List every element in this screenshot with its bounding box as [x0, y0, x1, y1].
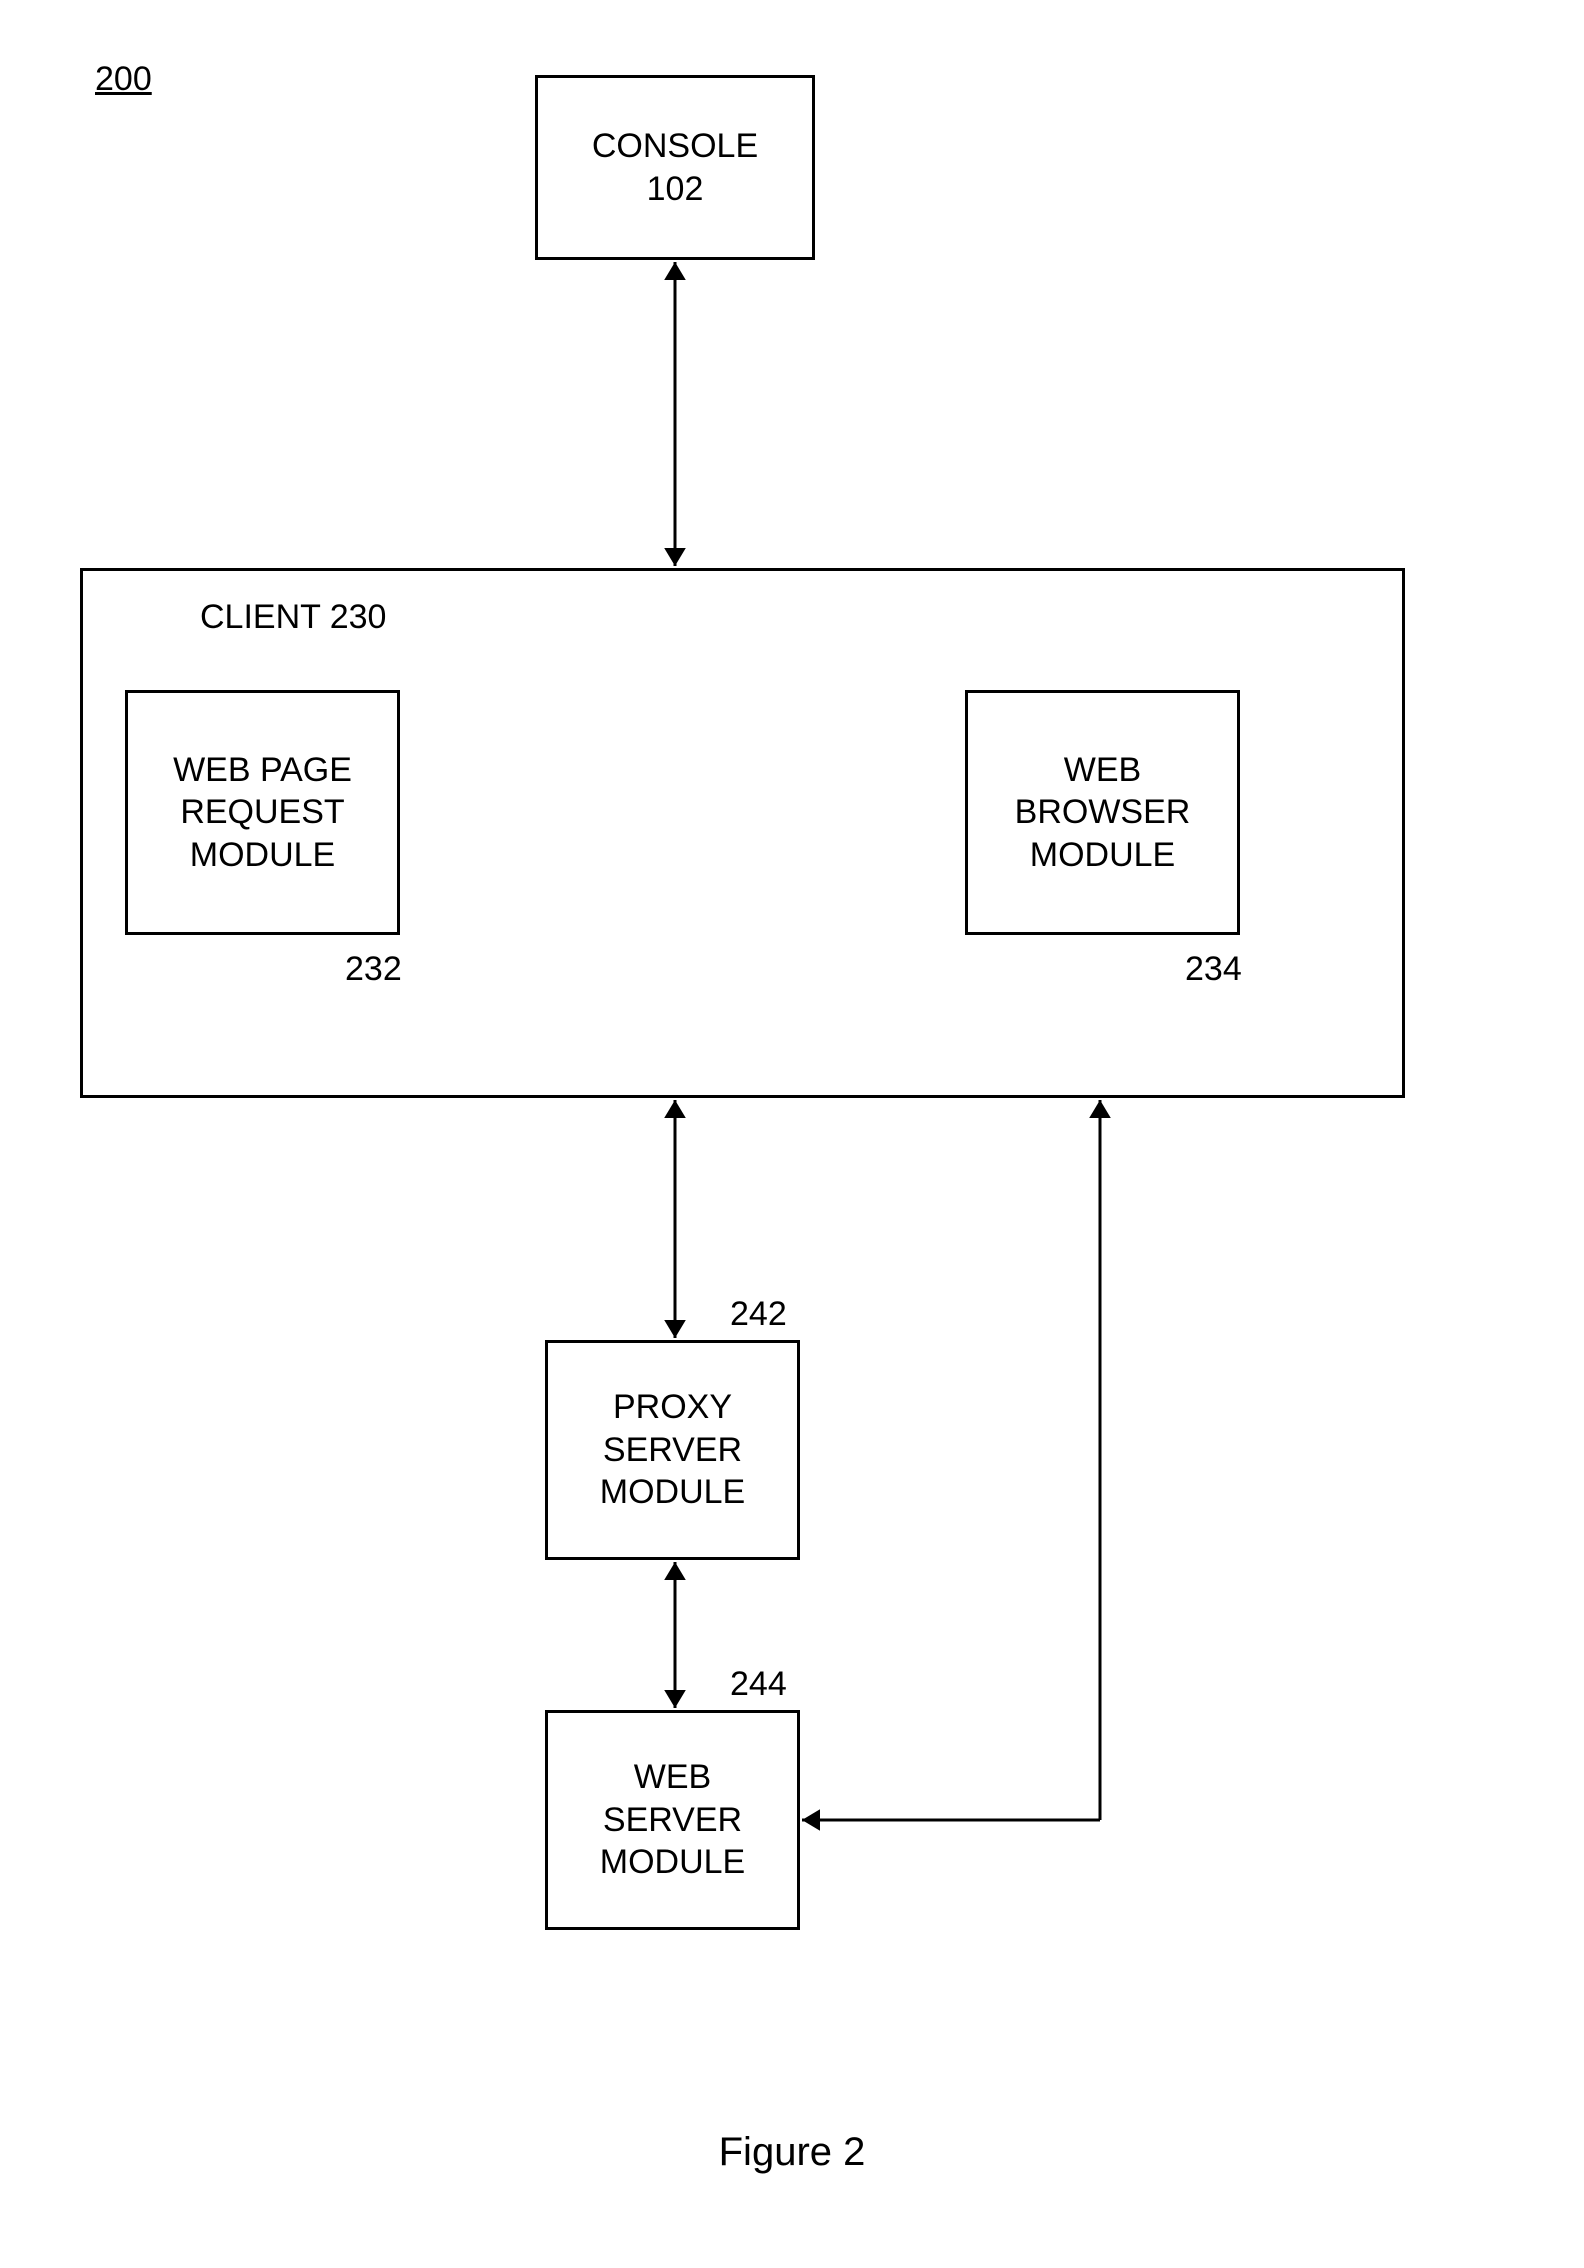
node-label: WEB SERVER MODULE: [600, 1756, 745, 1884]
figure-caption: Figure 2: [0, 2130, 1584, 2175]
node-label: WEB BROWSER MODULE: [1015, 749, 1191, 877]
client-title: CLIENT 230: [200, 598, 386, 637]
node-proxy: PROXY SERVER MODULE: [545, 1340, 800, 1560]
node-ref-wpreq: 232: [345, 950, 402, 989]
node-wserver: WEB SERVER MODULE: [545, 1710, 800, 1930]
node-ref-wserver: 244: [730, 1665, 787, 1704]
diagram-canvas: CONSOLE 102 WEB PAGE REQUEST MODULE 232 WEB…: [0, 0, 1584, 2268]
node-ref-proxy: 242: [730, 1295, 787, 1334]
node-ref-wbrowser: 234: [1185, 950, 1242, 989]
node-label: CONSOLE 102: [592, 125, 758, 210]
node-wbrowser: WEB BROWSER MODULE: [965, 690, 1240, 935]
node-label: WEB PAGE REQUEST MODULE: [173, 749, 352, 877]
node-console: CONSOLE 102: [535, 75, 815, 260]
node-label: PROXY SERVER MODULE: [600, 1386, 745, 1514]
figure-ref: 200: [95, 60, 152, 99]
node-wpreq: WEB PAGE REQUEST MODULE: [125, 690, 400, 935]
